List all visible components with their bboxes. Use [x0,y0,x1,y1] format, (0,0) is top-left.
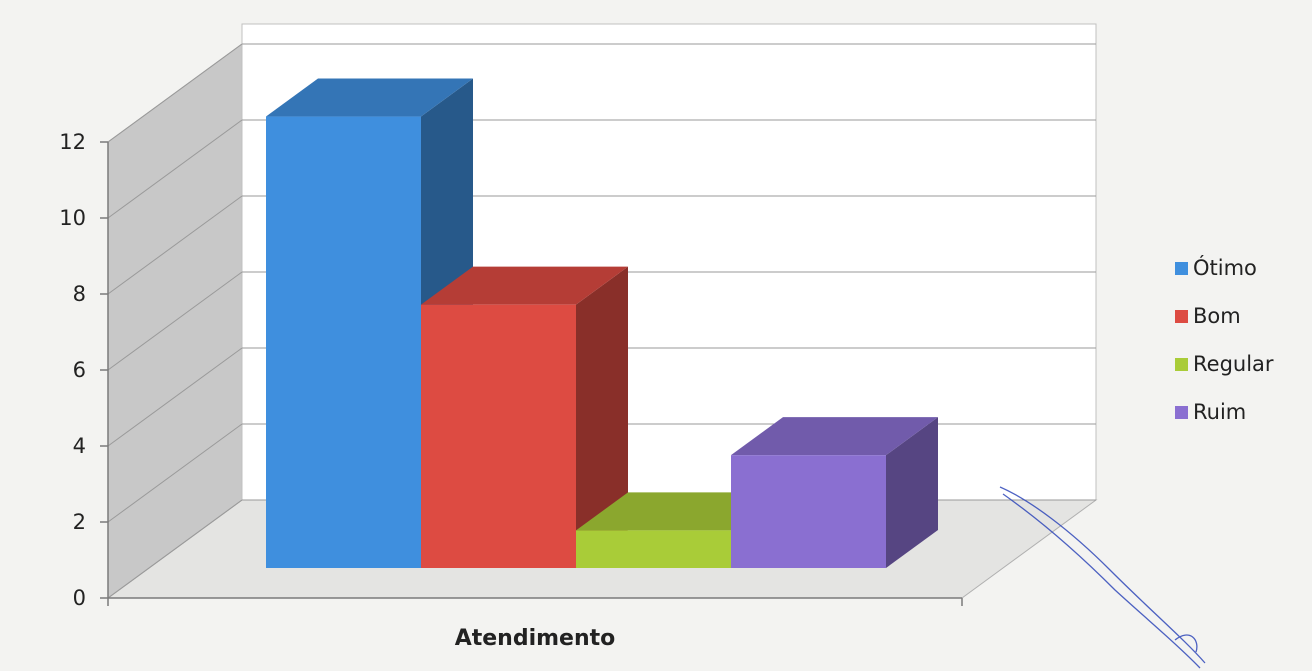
legend-item: Regular [1175,352,1274,376]
legend-label: Bom [1193,304,1241,328]
bar-bom [421,266,628,568]
gridline-side [107,499,243,599]
bar-top [266,78,473,117]
pen-signature-mark [999,486,1206,669]
bars [266,78,938,568]
bar-front [576,530,731,568]
gridline-side [107,423,243,523]
legend-label: Ruim [1193,400,1246,424]
bar-top [731,417,938,456]
y-tick-label: 12 [59,130,86,154]
legend: Ótimo Bom Regular Ruim [1175,255,1274,424]
legend-item: Ruim [1175,400,1246,424]
bar-side [886,417,938,568]
gridline-side [107,195,243,295]
gridline-side [107,119,243,219]
annotations [999,486,1206,669]
legend-label: Regular [1193,352,1274,376]
y-tick-label: 0 [73,586,86,610]
y-tick-label: 10 [59,206,86,230]
y-tick-label: 6 [73,358,86,382]
legend-swatch [1175,310,1188,323]
legend-label: Ótimo [1193,255,1257,280]
y-tick-label: 8 [73,282,86,306]
bar-front [266,116,421,568]
bar-front [731,455,886,568]
legend-item: Ótimo [1175,255,1257,280]
bar-side [576,266,628,568]
legend-swatch [1175,358,1188,371]
y-tick-label: 2 [73,510,86,534]
bar-ruim [731,417,938,568]
legend-item: Bom [1175,304,1241,328]
legend-swatch [1175,406,1188,419]
bar-top [421,266,628,305]
legend-swatch [1175,262,1188,275]
bar-front [421,304,576,568]
axes: 0 2 4 6 8 10 12 Atendimento [59,130,963,651]
gridline-side [107,347,243,447]
y-tick-label: 4 [73,434,86,458]
gridline-side [107,43,243,143]
gridline-side [107,271,243,371]
x-category-label: Atendimento [455,626,616,651]
